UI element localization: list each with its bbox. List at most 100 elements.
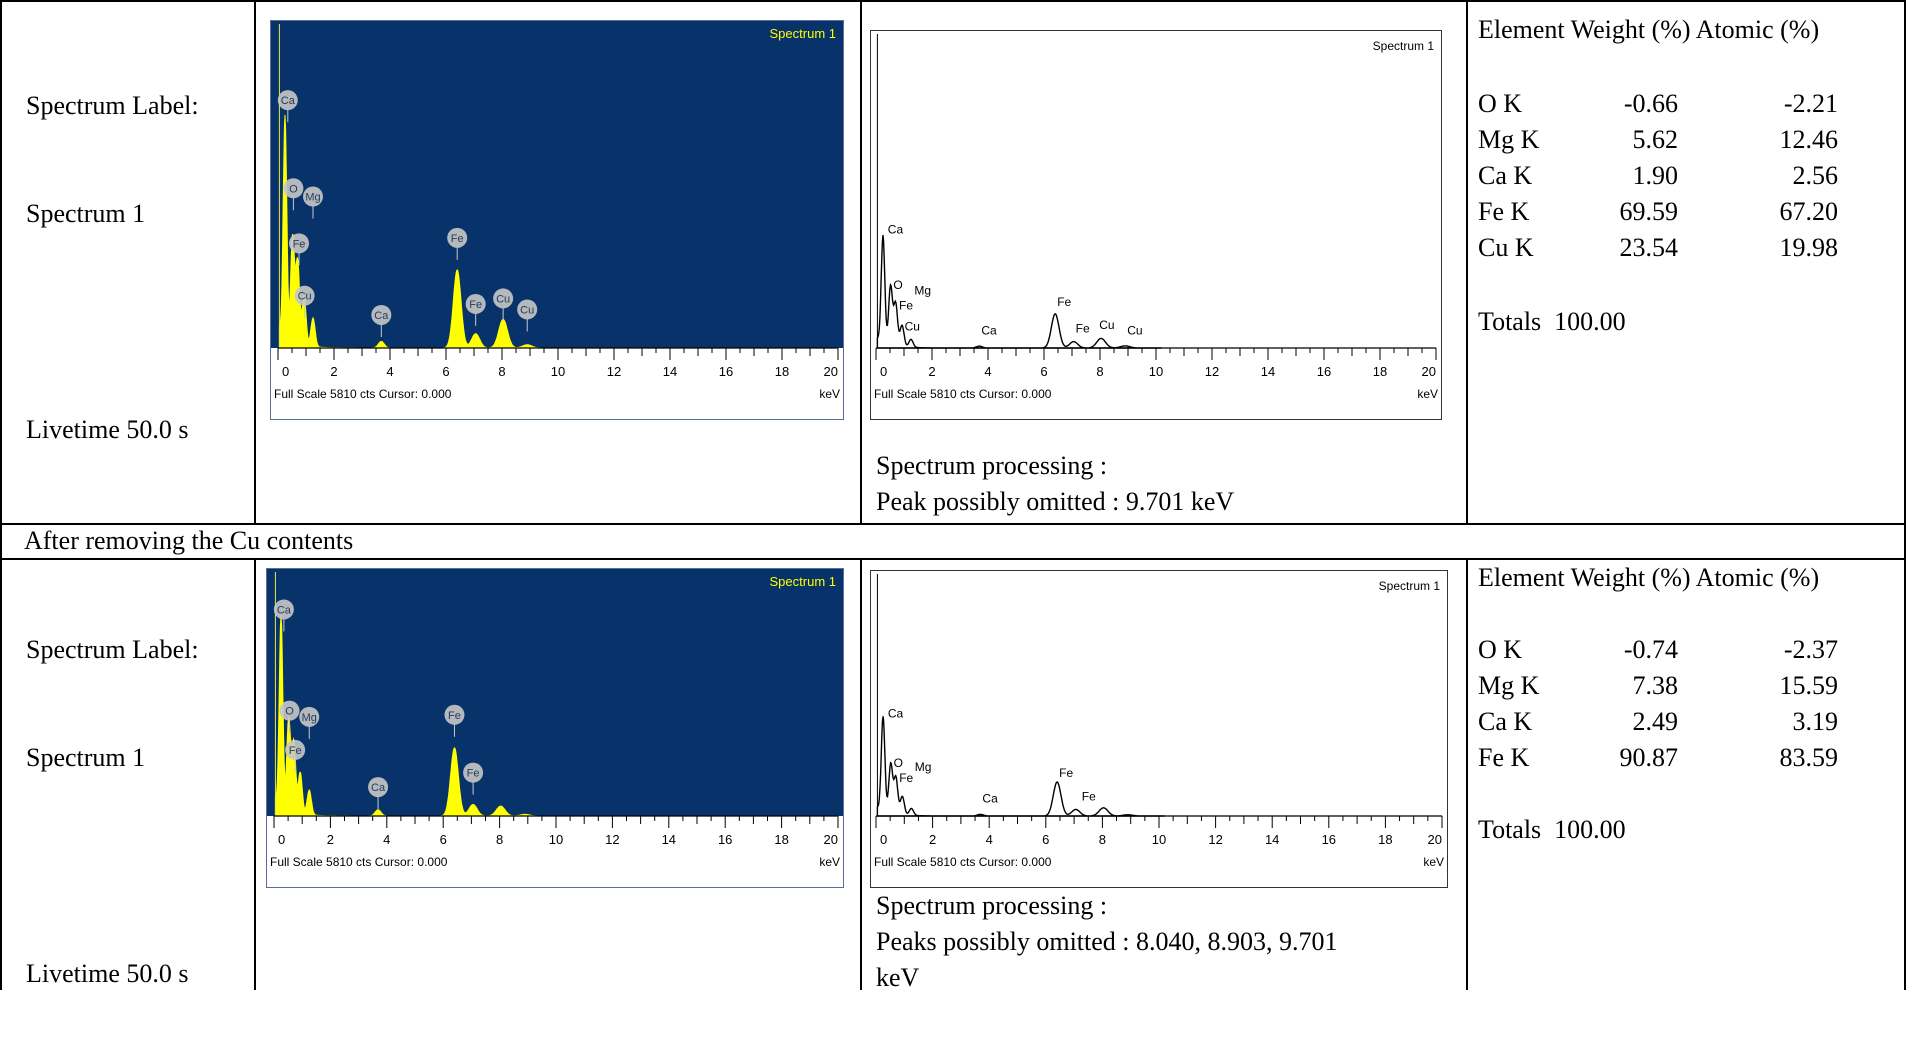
x-tick-label: 14 [662,832,676,847]
row1-col1-sep [254,0,256,524]
x-tick-label: 0 [278,832,285,847]
peak-annotation: Cu [905,319,920,333]
x-tick-label: 4 [383,832,390,847]
element-name: Ca K [1478,704,1588,740]
x-tick-label: 0 [282,364,289,379]
atomic-value: -2.37 [1678,632,1838,668]
processing-detail: Peak possibly omitted : 9.701 keV [876,484,1234,520]
peak-annotation: O [894,756,903,770]
atomic-value: 19.98 [1678,230,1838,266]
chart-footer: Full Scale 5810 cts Cursor: 0.000 [274,387,452,401]
processing-title: Spectrum processing : [876,888,1338,924]
x-tick-label: 8 [498,364,505,379]
x-tick-label: 10 [549,832,563,847]
x-tick-label: 12 [1208,832,1222,847]
plot-area [271,21,843,348]
composition-row: O K-0.66-2.21 [1478,86,1838,122]
weight-value: 90.87 [1588,740,1678,776]
composition-totals: Totals 100.00 [1478,812,1626,848]
x-tick-label: 6 [440,832,447,847]
spectrum-label-value: Spectrum 1 [26,740,199,776]
peak-annotation: Fe [469,299,482,311]
x-tick-label: 14 [1265,832,1279,847]
x-tick-label: 6 [1040,364,1047,379]
chart-title: Spectrum 1 [1373,39,1435,53]
element-name: O K [1478,632,1588,668]
x-tick-label: 0 [880,832,887,847]
x-tick-label: 18 [1378,832,1392,847]
x-tick-label: 4 [986,832,993,847]
peak-annotation: Mg [305,192,320,204]
peak-annotation: Ca [982,791,998,805]
element-name: Mg K [1478,668,1588,704]
peak-annotation: O [285,706,294,718]
x-tick-label: 6 [442,364,449,379]
peak-annotation: Fe [467,768,480,780]
x-tick-label: 16 [719,364,733,379]
x-tick-label: 20 [1422,364,1436,379]
peak-annotation: Fe [448,710,461,722]
peak-annotation: Ca [374,310,389,322]
peak-annotation: Fe [451,233,464,245]
x-tick-label: 4 [984,364,991,379]
element-name: Mg K [1478,122,1588,158]
peak-annotation: Fe [1059,766,1073,780]
atomic-value: 15.59 [1678,668,1838,704]
weight-value: 7.38 [1588,668,1678,704]
peak-annotation: Fe [1076,322,1090,336]
plot-area [871,571,1447,816]
weight-value: 5.62 [1588,122,1678,158]
weight-value: 23.54 [1588,230,1678,266]
livetime-text: Livetime 50.0 s [26,412,199,448]
peak-annotation: Cu [1127,324,1142,338]
chart-footer: Full Scale 5810 cts Cursor: 0.000 [874,387,1052,401]
x-tick-label: 0 [880,364,887,379]
x-tick-label: 20 [824,364,838,379]
processing-detail-unit: keV [876,960,1338,996]
peak-annotation: O [893,278,902,292]
peak-annotation: Fe [293,238,306,250]
atomic-value: 2.56 [1678,158,1838,194]
atomic-value: 12.46 [1678,122,1838,158]
element-name: Cu K [1478,230,1588,266]
composition-header: Element Weight (%) Atomic (%) [1478,560,1819,596]
peak-annotation: Ca [371,782,386,794]
x-tick-label: 10 [1152,832,1166,847]
peak-annotation: Ca [281,95,296,107]
x-tick-label: 4 [386,364,393,379]
weight-value: 2.49 [1588,704,1678,740]
peak-annotation: Cu [496,293,510,305]
processing-title: Spectrum processing : [876,448,1234,484]
peak-annotation: Ca [888,222,904,236]
atomic-value: 3.19 [1678,704,1838,740]
row2-composition-cell: Element Weight (%) Atomic (%) O K-0.74-2… [1468,560,1904,990]
x-tick-label: 16 [1317,364,1331,379]
spectrum-label-heading: Spectrum Label: [26,632,199,668]
x-tick-label: 12 [607,364,621,379]
chart-title: Spectrum 1 [1379,579,1441,593]
row1-label-cell: Spectrum Label: Spectrum 1 Livetime 50.0… [2,2,254,523]
plot-area [267,569,843,816]
weight-value: -0.66 [1588,86,1678,122]
livetime-text: Livetime 50.0 s [26,956,199,992]
x-tick-label: 18 [1373,364,1387,379]
x-tick-label: 14 [663,364,677,379]
weight-value: 1.90 [1588,158,1678,194]
x-axis-unit: keV [819,387,840,401]
x-axis-unit: keV [819,855,840,869]
x-tick-label: 2 [330,364,337,379]
x-tick-label: 2 [928,364,935,379]
row1-composition-cell: Element Weight (%) Atomic (%) O K-0.66-2… [1468,2,1904,523]
chart-footer: Full Scale 5810 cts Cursor: 0.000 [874,855,1052,869]
plot-area [871,31,1441,348]
